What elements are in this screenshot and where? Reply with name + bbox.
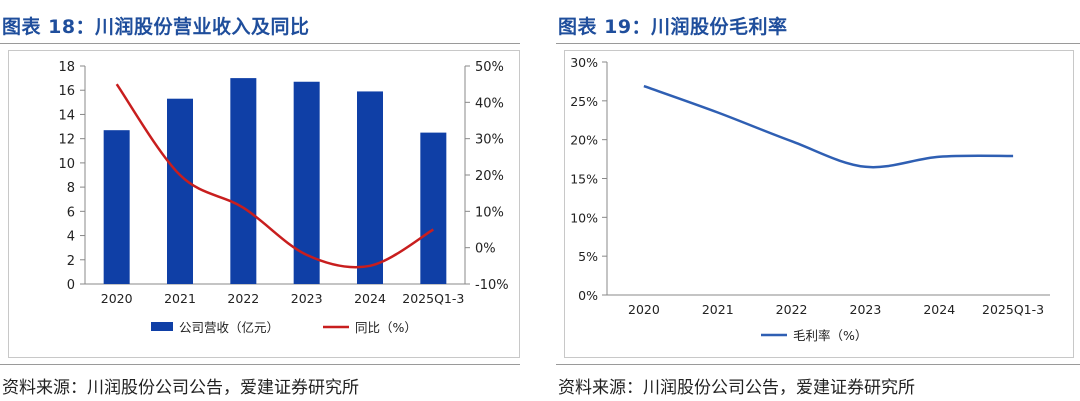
revenue-bar [230,78,257,284]
left-y-tick-label: 16 [58,84,75,99]
right-y-tick-label: 30% [475,133,504,148]
y-tick-label: 30% [570,55,598,70]
x-tick-label: 2024 [923,302,955,317]
revenue-bar [103,130,130,284]
figure-18-panel: 图表 18：川润股份营业收入及同比 0 2 4 6 8 10 12 14 16 18 -10% 0% 1… [0,0,520,401]
legend-margin-label: 毛利率（%） [793,328,867,343]
yoy-growth-line [115,83,434,269]
revenue-bar [357,91,383,284]
left-y-tick-label: 8 [67,181,75,196]
x-tick-label: 2020 [628,302,660,317]
figure-19-title: 图表 19：川润股份毛利率 [558,16,788,38]
right-y-tick-label: 50% [475,60,504,75]
source-rule [0,364,520,365]
figure-18-title: 图表 18：川润股份营业收入及同比 [2,16,310,38]
left-y-tick-label: 6 [67,205,75,220]
x-tick-label: 2023 [291,291,323,306]
right-y-tick-label: 0% [475,242,496,257]
revenue-bar [420,132,447,284]
source-rule [556,364,1080,365]
title-rule [0,43,520,44]
figure-18-source: 资料来源：川润股份公司公告，爱建证券研究所 [2,378,359,398]
left-y-tick-label: 12 [58,133,75,148]
right-y-tick-label: -10% [475,278,509,293]
x-tick-label: 2022 [227,291,259,306]
figure-19-source: 资料来源：川润股份公司公告，爱建证券研究所 [558,378,915,398]
x-tick-label: 2021 [164,291,196,306]
left-y-tick-label: 10 [58,157,75,172]
revenue-chart-svg: 0 2 4 6 8 10 12 14 16 18 -10% 0% 10% 20% 30% 40% 50% 2020… [58,60,509,335]
legend-yoy-label: 同比（%） [355,320,417,335]
right-y-tick-label: 10% [475,205,504,220]
revenue-bar [167,98,193,284]
y-tick-label: 25% [570,94,598,109]
x-tick-label: 2023 [850,302,882,317]
legend-revenue-label: 公司营收（亿元） [179,320,279,335]
right-y-tick-label: 40% [475,96,504,111]
left-y-tick-label: 0 [67,278,75,293]
x-tick-label: 2022 [776,302,808,317]
revenue-chart: 0 2 4 6 8 10 12 14 16 18 -10% 0% 10% 20% 30% 40% 50% 2020… [8,50,520,358]
legend-bar-swatch [151,322,173,331]
y-tick-label: 5% [578,249,598,264]
x-tick-label: 2025Q1-3 [982,302,1044,317]
x-tick-label: 2021 [702,302,734,317]
x-tick-label: 2024 [354,291,386,306]
gross-margin-chart: 0% 5% 10% 15% 20% 25% 30% 2020 2021 2022 2023 2024 2… [564,50,1074,358]
left-y-tick-label: 18 [58,60,75,75]
title-rule [556,43,1080,44]
y-tick-label: 15% [570,172,598,187]
y-tick-label: 0% [578,288,598,303]
y-tick-label: 20% [570,133,598,148]
left-y-tick-label: 2 [67,254,75,269]
gross-margin-line [643,84,1014,169]
left-y-tick-label: 4 [67,230,75,245]
y-tick-label: 10% [570,210,598,225]
gross-margin-chart-svg: 0% 5% 10% 15% 20% 25% 30% 2020 2021 2022 2023 2024 2… [570,55,1050,343]
figure-19-panel: 图表 19：川润股份毛利率 0% 5% 10% 15% 20% 25% 30% 2020 202… [556,0,1080,401]
x-tick-label: 2020 [101,291,133,306]
x-tick-label: 2025Q1-3 [402,291,464,306]
left-y-tick-label: 14 [58,108,75,123]
right-y-tick-label: 20% [475,169,504,184]
